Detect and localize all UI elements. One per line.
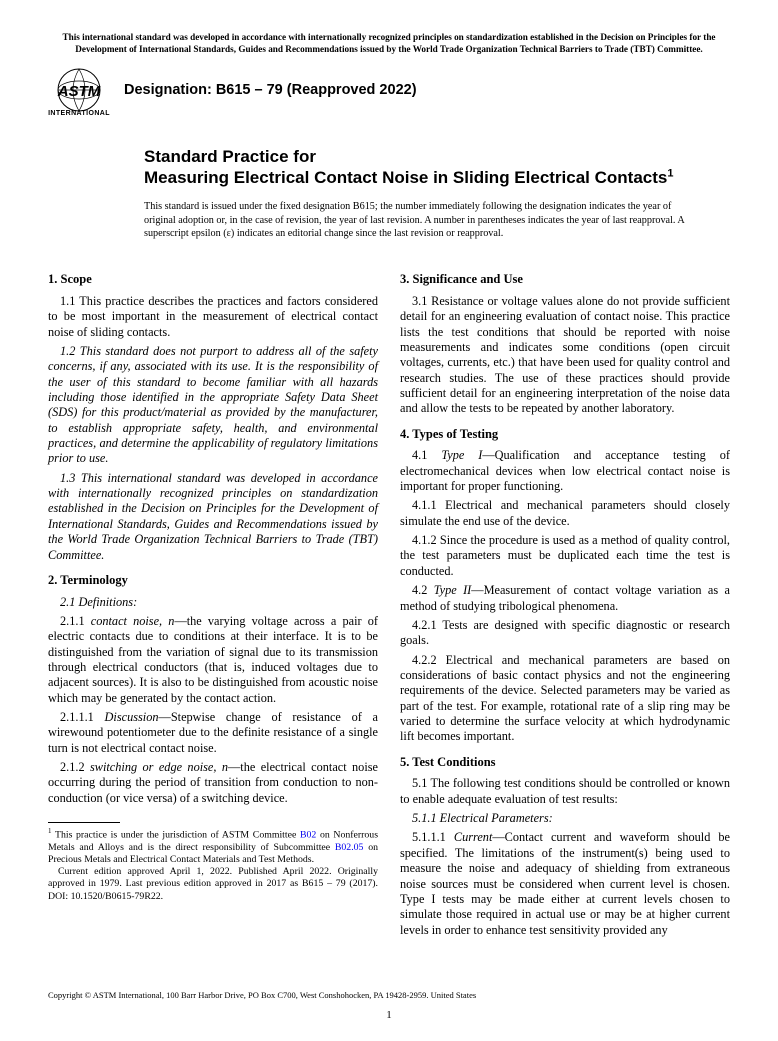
para-4-1-1: 4.1.1 Electrical and mechanical paramete… xyxy=(400,498,730,529)
section-3-head: 3. Significance and Use xyxy=(400,272,730,288)
link-b02[interactable]: B02 xyxy=(300,829,316,840)
para-1-1: 1.1 This practice describes the practice… xyxy=(48,294,378,340)
para-4-2-1: 4.2.1 Tests are designed with specific d… xyxy=(400,618,730,649)
link-b0205[interactable]: B02.05 xyxy=(335,842,364,853)
footnote-2: Current edition approved April 1, 2022. … xyxy=(48,866,378,903)
issuance-note: This standard is issued under the fixed … xyxy=(144,200,730,240)
title-line-2: Measuring Electrical Contact Noise in Sl… xyxy=(144,168,667,187)
para-4-2-2: 4.2.2 Electrical and mechanical paramete… xyxy=(400,653,730,745)
astm-logo-icon: ASTM xyxy=(49,68,109,112)
section-2-head: 2. Terminology xyxy=(48,573,378,589)
para-4-1: 4.1 Type I—Qualification and acceptance … xyxy=(400,448,730,494)
section-4-head: 4. Types of Testing xyxy=(400,427,730,443)
para-5-1-1: 5.1.1 Electrical Parameters: xyxy=(400,811,730,826)
footnote-rule xyxy=(48,822,120,823)
logo-subtext: INTERNATIONAL xyxy=(48,110,110,119)
astm-logo: ASTM INTERNATIONAL xyxy=(48,64,110,122)
footnote-1: 1 This practice is under the jurisdictio… xyxy=(48,827,378,866)
document-title: Standard Practice for Measuring Electric… xyxy=(144,146,730,189)
para-5-1-1-1: 5.1.1.1 Current—Contact current and wave… xyxy=(400,830,730,938)
para-4-2: 4.2 Type II—Measurement of contact volta… xyxy=(400,583,730,614)
left-column: 1. Scope 1.1 This practice describes the… xyxy=(48,262,378,942)
para-5-1: 5.1 The following test conditions should… xyxy=(400,776,730,807)
title-line-1: Standard Practice for xyxy=(144,147,316,166)
title-superscript: 1 xyxy=(667,168,673,180)
section-5-head: 5. Test Conditions xyxy=(400,755,730,771)
para-1-2: 1.2 This standard does not purport to ad… xyxy=(48,344,378,467)
svg-text:ASTM: ASTM xyxy=(57,83,101,100)
para-2-1-1-1: 2.1.1.1 Discussion—Stepwise change of re… xyxy=(48,710,378,756)
para-2-1: 2.1 Definitions: xyxy=(48,595,378,610)
copyright-text: Copyright © ASTM International, 100 Barr… xyxy=(48,990,730,1001)
section-1-head: 1. Scope xyxy=(48,272,378,288)
top-notice-text: This international standard was develope… xyxy=(48,32,730,56)
right-column: 3. Significance and Use 3.1 Resistance o… xyxy=(400,262,730,942)
para-3-1: 3.1 Resistance or voltage values alone d… xyxy=(400,294,730,417)
page-number: 1 xyxy=(0,1009,778,1023)
para-4-1-2: 4.1.2 Since the procedure is used as a m… xyxy=(400,533,730,579)
body-columns: 1. Scope 1.1 This practice describes the… xyxy=(48,262,730,942)
designation-text: Designation: B615 – 79 (Reapproved 2022) xyxy=(124,81,417,99)
para-2-1-1: 2.1.1 contact noise, n—the varying volta… xyxy=(48,614,378,706)
para-2-1-2: 2.1.2 switching or edge noise, n—the ele… xyxy=(48,760,378,806)
header-row: ASTM INTERNATIONAL Designation: B615 – 7… xyxy=(48,64,730,122)
para-1-3: 1.3 This international standard was deve… xyxy=(48,471,378,563)
